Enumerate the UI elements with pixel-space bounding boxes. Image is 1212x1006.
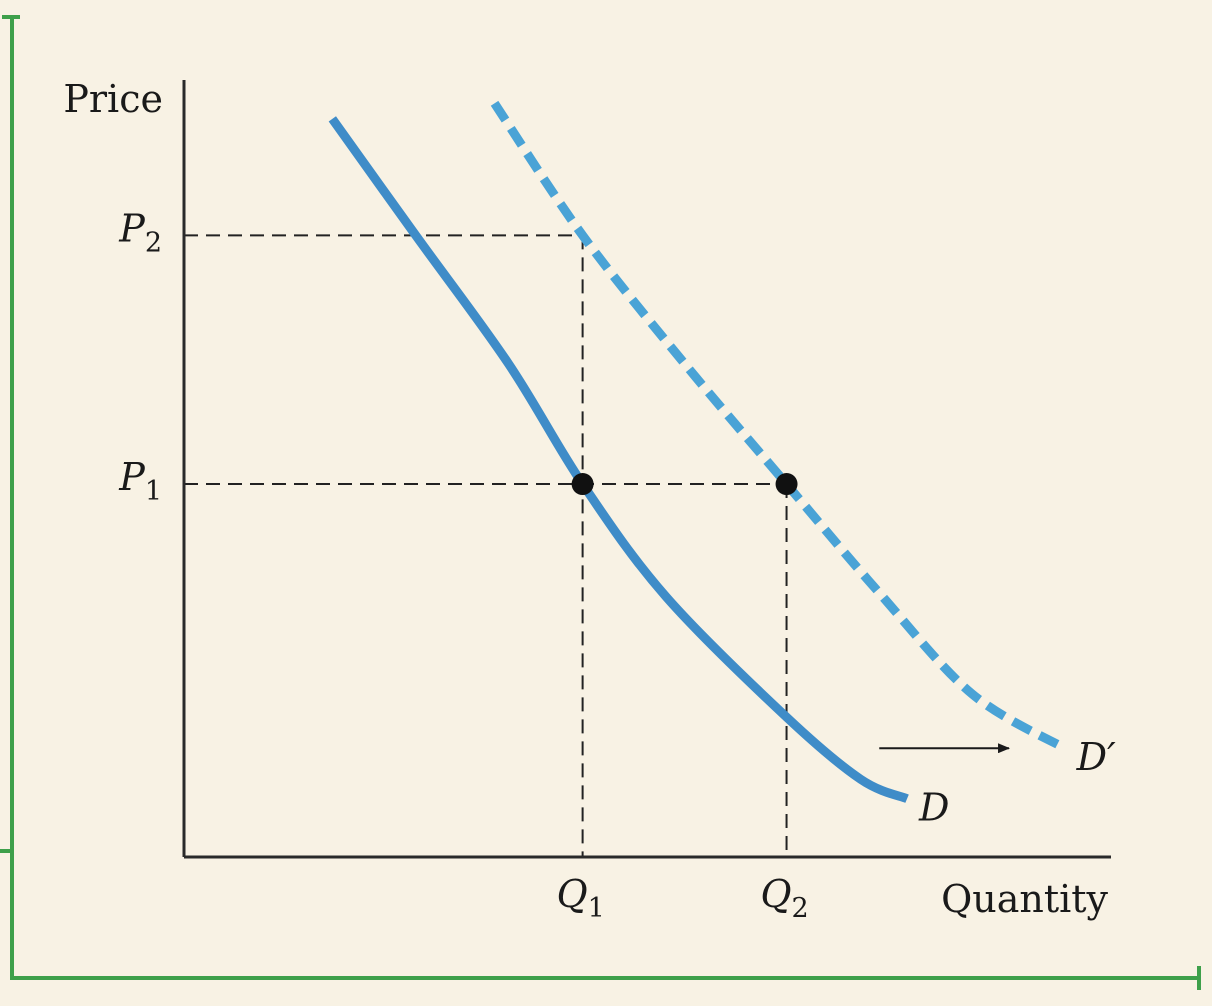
y-tick-label-p1: P1 (118, 455, 162, 507)
equilibrium-points (571, 473, 798, 496)
guide-lines (184, 234, 788, 857)
axes (182, 80, 1111, 859)
y-tick-label-p2: P2 (118, 206, 162, 258)
demand-curves (328, 100, 1067, 803)
x-axis-title: Quantity (941, 877, 1108, 921)
equilibrium-point (775, 473, 798, 496)
figure-frame (0, 15, 1201, 990)
equilibrium-point (571, 473, 594, 496)
series-label-d: D (918, 786, 949, 830)
y-axis-title: Price (63, 77, 163, 121)
series-line-d (328, 116, 909, 803)
x-tick-label-q2: Q2 (760, 872, 808, 924)
series-label-d-prime: D′ (1076, 735, 1116, 779)
curve-labels: D D′ (918, 735, 1116, 830)
x-tick-label-q1: Q1 (556, 872, 604, 924)
series-line-d-prime (490, 100, 1067, 753)
x-tick-labels: Q1 Q2 (556, 872, 808, 924)
y-tick-labels: P1 P2 (118, 206, 162, 507)
